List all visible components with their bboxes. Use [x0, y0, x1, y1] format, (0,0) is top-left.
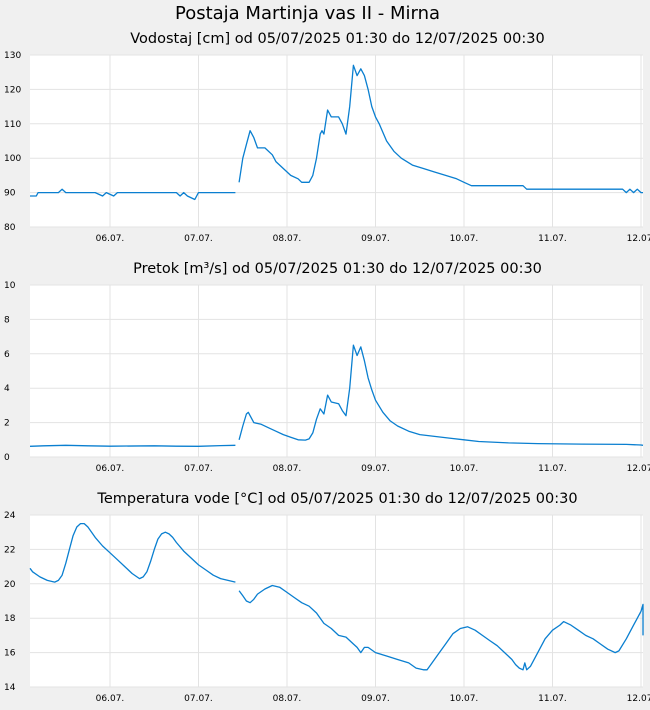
y-tick-label: 16: [4, 649, 16, 659]
plot-area: [30, 515, 643, 687]
y-tick-label: 24: [4, 511, 16, 521]
x-tick-label: 09.07.: [361, 694, 390, 704]
x-tick-label: 08.07.: [273, 464, 302, 474]
series-line-segment-1: [29, 522, 236, 583]
series-line-segment-2: [238, 344, 644, 446]
x-tick-label: 08.07.: [273, 234, 302, 244]
x-tick-label: 11.07.: [538, 694, 567, 704]
x-tick-label: 12.07.: [627, 234, 650, 244]
x-tick-label: 11.07.: [538, 464, 567, 474]
y-tick-label: 80: [4, 223, 16, 233]
y-tick-label: 90: [4, 189, 16, 199]
y-tick-label: 14: [4, 683, 16, 693]
page-title: Postaja Martinja vas II - Mirna: [174, 3, 441, 24]
y-tick-label: 22: [4, 545, 15, 555]
x-tick-label: 07.07.: [184, 694, 213, 704]
x-tick-label: 09.07.: [361, 464, 390, 474]
x-tick-label: 09.07.: [361, 234, 390, 244]
x-tick-label: 07.07.: [184, 464, 213, 474]
series-line-segment-2: [238, 64, 643, 194]
water-temperature-chart-title: Temperatura vode [°C] od 05/07/2025 01:3…: [97, 491, 578, 507]
x-tick-label: 12.07.: [627, 694, 650, 704]
y-tick-label: 130: [4, 51, 21, 61]
y-tick-label: 100: [4, 154, 21, 164]
x-tick-label: 06.07.: [96, 694, 125, 704]
x-tick-label: 10.07.: [450, 464, 479, 474]
series-line-segment-1: [30, 188, 236, 201]
x-tick-label: 10.07.: [450, 234, 479, 244]
x-tick-label: 10.07.: [450, 694, 479, 704]
x-tick-label: 07.07.: [184, 234, 213, 244]
x-tick-label: 08.07.: [273, 694, 302, 704]
y-tick-label: 6: [4, 350, 10, 360]
x-tick-label: 06.07.: [96, 234, 125, 244]
x-tick-label: 06.07.: [96, 464, 125, 474]
y-tick-label: 0: [4, 453, 10, 463]
y-tick-label: 20: [4, 580, 16, 590]
x-tick-label: 12.07.: [627, 464, 650, 474]
y-tick-label: 18: [4, 614, 16, 624]
y-tick-label: 10: [4, 281, 16, 291]
y-tick-label: 110: [4, 120, 21, 130]
water-level-chart-title: Vodostaj [cm] od 05/07/2025 01:30 do 12/…: [130, 31, 545, 47]
plot-area: [30, 285, 643, 457]
series-line-segment-1: [29, 444, 236, 447]
x-tick-label: 11.07.: [538, 234, 567, 244]
series-line-segment-2: [238, 584, 644, 671]
discharge-chart-title: Pretok [m³/s] od 05/07/2025 01:30 do 12/…: [133, 261, 542, 277]
y-tick-label: 2: [4, 419, 10, 429]
plot-area: [30, 55, 643, 227]
y-tick-label: 120: [4, 85, 21, 95]
y-tick-label: 4: [4, 384, 10, 394]
y-tick-label: 8: [4, 315, 10, 325]
